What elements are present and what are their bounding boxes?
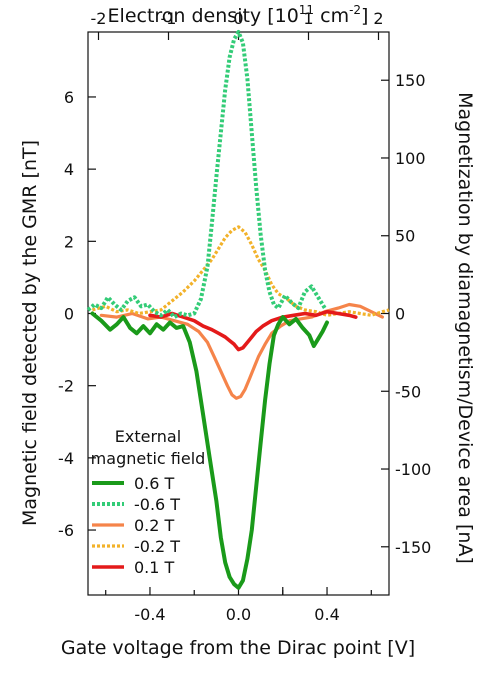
legend-title-line-1: External (115, 427, 181, 446)
y-tick-label: 6 (64, 88, 74, 107)
tick-labels: -0.4 0.0 0.4 -2 -1 0 1 2 -6 -4 -2 0 2 4 6 -150 -100 -50 0 5… (58, 9, 431, 624)
series-line (90, 311, 329, 590)
top-tick-label: 1 (303, 9, 313, 28)
y-axis-title: Magnetic field detected by the GMR [nT] (19, 140, 41, 526)
y2-tick-label: 0 (395, 305, 405, 324)
series-line (86, 30, 327, 320)
legend-label: -0.2 T (134, 537, 180, 556)
legend-label: 0.1 T (134, 558, 175, 577)
top-tick-label: 0 (233, 9, 243, 28)
y-tick-label: -4 (58, 449, 74, 468)
legend-title-line-2: magnetic field (91, 449, 206, 468)
y2-axis-title: Magnetization by diamagnetism/Device are… (454, 92, 476, 564)
legend-items: 0.6 T -0.6 T 0.2 T -0.2 T 0.1 T (92, 474, 180, 577)
x-tick-label: -0.4 (134, 605, 165, 624)
y-tick-label: 4 (64, 160, 74, 179)
x-tick-label: 0.4 (314, 605, 339, 624)
series-layer (86, 30, 390, 590)
top-axis-title: Electron density [1011 cm-2] (108, 3, 369, 27)
x-tick-label: 0.0 (226, 605, 251, 624)
y2-tick-label: 100 (395, 149, 426, 168)
y2-tick-label: -150 (395, 538, 431, 557)
y2-tick-label: -100 (395, 460, 431, 479)
legend-label: 0.2 T (134, 516, 175, 535)
y2-tick-label: 50 (395, 227, 415, 246)
y2-tick-label: 150 (395, 71, 426, 90)
series-line (148, 309, 358, 352)
legend: External magnetic field 0.6 T -0.6 T 0.2 T… (91, 427, 206, 577)
top-tick-label: -1 (161, 9, 177, 28)
legend-label: 0.6 T (134, 474, 175, 493)
y-tick-label: -2 (58, 377, 74, 396)
y-tick-label: -6 (58, 521, 74, 540)
x-axis-title: Gate voltage from the Dirac point [V] (61, 637, 415, 659)
tick-marks (88, 32, 389, 595)
top-tick-label: 2 (373, 9, 383, 28)
y2-tick-label: -50 (395, 382, 421, 401)
legend-label: -0.6 T (134, 495, 180, 514)
y-tick-label: 2 (64, 232, 74, 251)
y-tick-label: 0 (64, 305, 74, 324)
series-line (99, 302, 384, 400)
top-tick-label: -2 (91, 9, 107, 28)
